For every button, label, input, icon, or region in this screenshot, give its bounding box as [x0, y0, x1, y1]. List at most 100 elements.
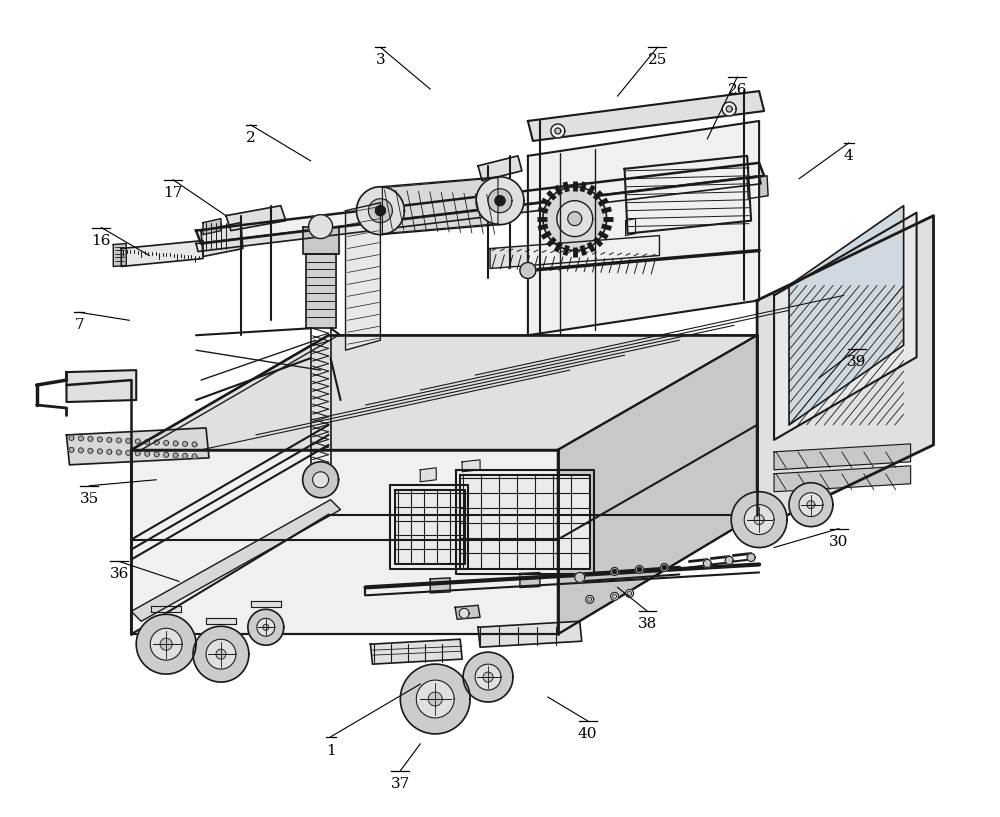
Polygon shape	[88, 449, 93, 453]
Polygon shape	[395, 489, 465, 565]
Polygon shape	[725, 556, 733, 565]
Polygon shape	[107, 449, 112, 454]
Polygon shape	[303, 462, 339, 498]
Polygon shape	[722, 102, 736, 116]
Text: 4: 4	[844, 149, 854, 163]
Polygon shape	[478, 621, 582, 647]
Polygon shape	[192, 454, 197, 459]
Polygon shape	[703, 560, 711, 568]
Polygon shape	[113, 243, 126, 266]
Polygon shape	[731, 492, 787, 547]
Polygon shape	[455, 605, 480, 619]
Polygon shape	[370, 639, 462, 664]
Polygon shape	[543, 187, 607, 251]
Polygon shape	[183, 441, 188, 446]
Polygon shape	[97, 437, 102, 442]
Polygon shape	[78, 448, 83, 453]
Polygon shape	[754, 515, 764, 525]
Polygon shape	[757, 216, 934, 529]
Polygon shape	[626, 219, 636, 235]
Polygon shape	[660, 564, 668, 571]
Polygon shape	[463, 652, 513, 702]
Polygon shape	[462, 460, 480, 471]
Polygon shape	[555, 128, 561, 134]
Text: 26: 26	[727, 83, 747, 97]
Polygon shape	[568, 212, 582, 225]
Polygon shape	[78, 436, 83, 441]
Polygon shape	[520, 262, 536, 279]
Polygon shape	[382, 178, 498, 234]
Polygon shape	[460, 475, 590, 569]
Polygon shape	[726, 106, 732, 112]
Polygon shape	[628, 592, 632, 596]
Polygon shape	[588, 597, 592, 601]
Text: 25: 25	[648, 53, 667, 67]
Polygon shape	[430, 578, 450, 593]
Text: 35: 35	[80, 492, 99, 506]
Polygon shape	[747, 176, 768, 199]
Polygon shape	[375, 206, 385, 216]
Polygon shape	[66, 370, 136, 402]
Polygon shape	[416, 680, 454, 718]
Polygon shape	[69, 448, 74, 453]
Polygon shape	[420, 468, 436, 482]
Polygon shape	[611, 592, 619, 600]
Polygon shape	[459, 609, 469, 618]
Polygon shape	[774, 466, 911, 492]
Polygon shape	[248, 609, 284, 645]
Polygon shape	[789, 206, 904, 425]
Polygon shape	[183, 453, 188, 458]
Polygon shape	[116, 450, 121, 455]
Polygon shape	[357, 187, 404, 234]
Polygon shape	[774, 444, 911, 470]
Polygon shape	[196, 163, 764, 243]
Polygon shape	[145, 440, 150, 444]
Polygon shape	[257, 618, 275, 636]
Polygon shape	[490, 235, 659, 269]
Polygon shape	[151, 606, 181, 612]
Polygon shape	[636, 565, 644, 574]
Text: 1: 1	[326, 743, 335, 758]
Polygon shape	[203, 219, 221, 234]
Polygon shape	[346, 203, 380, 350]
Polygon shape	[164, 453, 169, 458]
Polygon shape	[107, 437, 112, 442]
Polygon shape	[251, 601, 281, 607]
Polygon shape	[173, 441, 178, 446]
Polygon shape	[192, 442, 197, 447]
Text: 30: 30	[829, 534, 849, 548]
Polygon shape	[145, 451, 150, 457]
Polygon shape	[69, 435, 74, 440]
Polygon shape	[154, 440, 159, 445]
Polygon shape	[368, 199, 392, 222]
Polygon shape	[135, 439, 140, 444]
Polygon shape	[216, 650, 226, 659]
Polygon shape	[173, 453, 178, 458]
Polygon shape	[613, 594, 617, 598]
Polygon shape	[638, 568, 642, 571]
Polygon shape	[196, 176, 761, 252]
Polygon shape	[520, 573, 540, 587]
Text: 40: 40	[578, 727, 597, 741]
Polygon shape	[483, 672, 493, 682]
Polygon shape	[206, 618, 236, 624]
Polygon shape	[528, 91, 764, 141]
Text: 39: 39	[847, 355, 866, 369]
Polygon shape	[625, 156, 751, 234]
Polygon shape	[611, 568, 619, 575]
Polygon shape	[400, 664, 470, 734]
Polygon shape	[66, 428, 209, 465]
Polygon shape	[495, 196, 505, 206]
Polygon shape	[309, 215, 333, 239]
Polygon shape	[136, 614, 196, 674]
Polygon shape	[313, 471, 329, 488]
Polygon shape	[428, 692, 442, 706]
Polygon shape	[154, 452, 159, 457]
Polygon shape	[303, 226, 339, 253]
Polygon shape	[131, 500, 341, 621]
Polygon shape	[662, 565, 666, 569]
Polygon shape	[97, 449, 102, 454]
Polygon shape	[131, 450, 558, 634]
Polygon shape	[263, 624, 269, 630]
Polygon shape	[306, 253, 336, 328]
